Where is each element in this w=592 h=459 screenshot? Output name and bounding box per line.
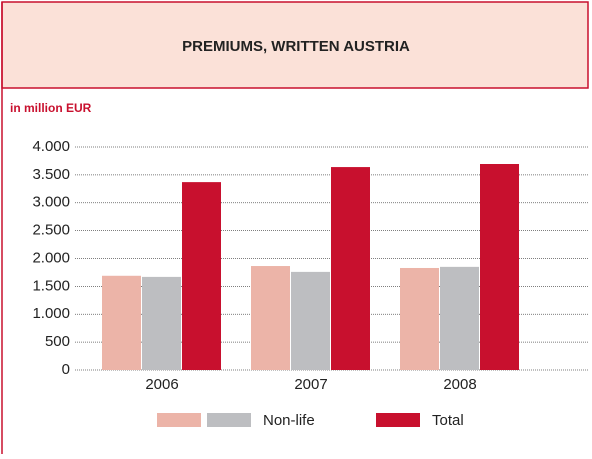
- bar: [440, 266, 479, 370]
- y-tick-label: 3.000: [32, 194, 70, 211]
- bar: [331, 167, 370, 370]
- y-tick-label: 2.500: [32, 222, 70, 239]
- x-tick-label: 2008: [443, 376, 476, 393]
- legend-label: Non-life: [263, 412, 315, 429]
- bar: [480, 164, 519, 370]
- bar: [142, 276, 181, 370]
- bar: [251, 266, 290, 370]
- y-tick-label: 1.500: [32, 277, 70, 294]
- legend-swatch: [157, 413, 201, 427]
- y-tick-label: 4.000: [32, 138, 70, 155]
- header-band: [1, 1, 589, 89]
- y-tick-label: 500: [45, 333, 70, 350]
- bar: [400, 267, 439, 370]
- bar: [291, 271, 330, 370]
- x-tick-label: 2007: [294, 376, 327, 393]
- y-tick-label: 2.000: [32, 249, 70, 266]
- bar: [102, 275, 141, 370]
- y-tick-label: 0: [62, 361, 70, 378]
- chart-title: PREMIUMS, WRITTEN AUSTRIA: [182, 38, 410, 55]
- bar: [182, 182, 221, 370]
- y-tick-label: 1.000: [32, 305, 70, 322]
- legend-label: Total: [432, 412, 464, 429]
- legend-swatch: [207, 413, 251, 427]
- legend-swatch: [376, 413, 420, 427]
- y-tick-label: 3.500: [32, 166, 70, 183]
- x-tick-label: 2006: [145, 376, 178, 393]
- chart-subtitle: in million EUR: [10, 101, 92, 115]
